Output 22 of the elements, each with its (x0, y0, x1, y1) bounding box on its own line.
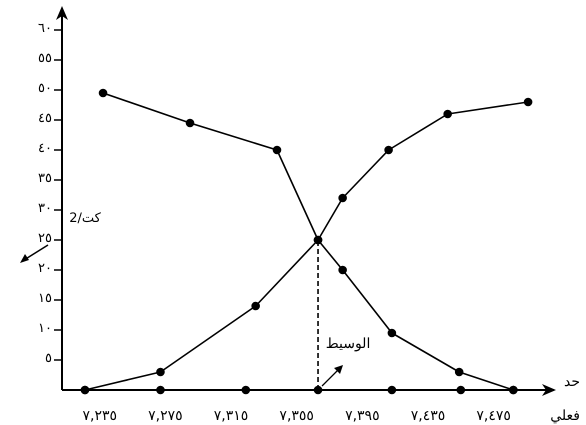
text: حد فعلي (550, 374, 580, 424)
x-tick-label: ٧,٤٣٥ (410, 408, 446, 424)
y-tick-label: ١٥ (38, 291, 52, 306)
y-tick-label: ٣٥ (38, 171, 52, 186)
x-tick-label: ٧,٢٧٥ (148, 408, 183, 424)
y-tick-label: ٣٠ (38, 201, 52, 216)
y-tick-label: ٤٠ (38, 141, 52, 156)
annotation: كت/2 (69, 211, 102, 226)
y-tick-label: ٥ (45, 351, 52, 366)
x-tick-label: ٧,٣٩٥ (345, 408, 380, 424)
x-tick-label: ٧,٣٥٥ (279, 408, 314, 424)
y-tick-label: ٦٠ (38, 21, 52, 36)
annotation: الوسيط (326, 336, 370, 352)
x-tick-label: ٧,٤٧٥ (476, 408, 511, 424)
y-tick-label: ٥٥ (38, 51, 52, 66)
x-tick-label: ٧,٣١٥ (214, 408, 248, 424)
y-tick-label: ٥٠ (38, 81, 52, 96)
y-tick-label: ٤٥ (38, 111, 52, 126)
y-tick-label: ٢٥ (38, 231, 52, 246)
x-tick-label: ٧,٢٣٥ (82, 408, 118, 424)
y-tick-label: ١٠ (38, 321, 52, 336)
y-tick-label: ٢٠ (38, 261, 52, 276)
